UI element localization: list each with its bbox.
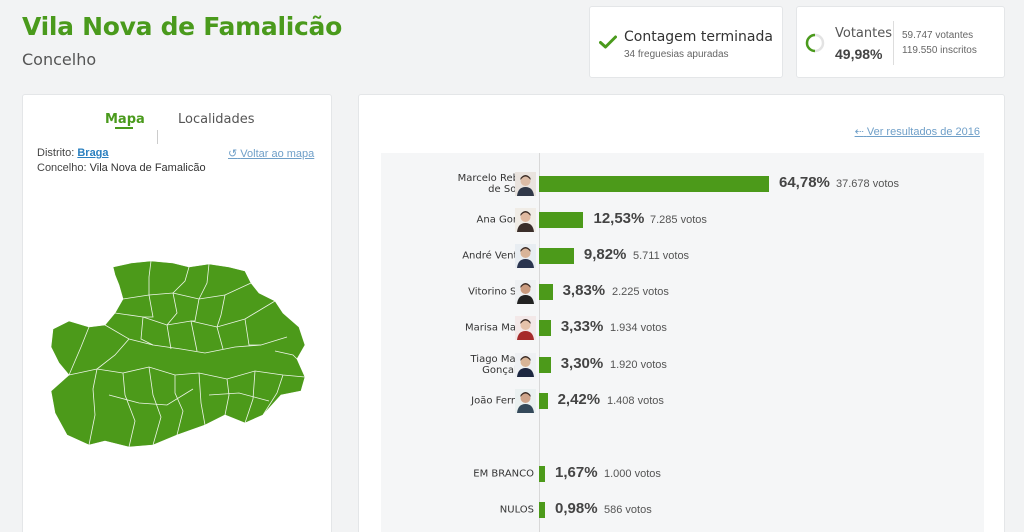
result-bar[interactable]: [539, 212, 584, 228]
back-to-map-link[interactable]: ↺ Voltar ao mapa: [228, 147, 314, 160]
result-votes: 37.678 votos: [836, 178, 899, 190]
avatar-andre-icon: [515, 244, 536, 268]
result-percent: 3,33%: [560, 318, 604, 335]
turnout-registered: 119.550 inscritos: [902, 45, 977, 56]
municipality-map[interactable]: [49, 255, 307, 447]
council-value: Vila Nova de Famalicão: [89, 162, 206, 174]
avatar-marisa-icon: [515, 316, 536, 340]
candidate-row: Vitorino Silva 3,83% 2.225 votos: [381, 278, 984, 306]
result-bar[interactable]: [539, 357, 551, 373]
council-line: Concelho: Vila Nova de Famalicão: [37, 162, 206, 174]
result-bar[interactable]: [539, 248, 574, 264]
candidate-name: Ana Gomes: [476, 214, 534, 226]
result-bar[interactable]: [539, 466, 545, 482]
turnout-card: Votantes 49,98% 59.747 votantes 119.550 …: [796, 6, 1005, 78]
undo-arrow-icon: ↺: [228, 148, 238, 160]
result-votes: 7.285 votos: [650, 214, 707, 226]
results-panel: ⇠ Ver resultados de 2016 Marcelo Rebelo …: [358, 94, 1005, 532]
avatar-joao-icon: [515, 389, 536, 413]
candidate-row: André Ventura 9,82% 5.711 votos: [381, 242, 984, 270]
candidate-row: Marcelo Rebelo de Sousa 64,78% 37.678 vot…: [381, 170, 984, 198]
candidate-name: EM BRANCO: [473, 468, 534, 480]
candidate-name: Vitorino Silva: [468, 286, 534, 298]
result-votes: 2.225 votos: [612, 286, 669, 298]
result-votes: 586 votos: [604, 504, 652, 516]
result-bar[interactable]: [539, 502, 545, 518]
page-subtitle: Concelho: [22, 50, 97, 69]
previous-results-link[interactable]: ⇠ Ver resultados de 2016: [855, 125, 980, 138]
previous-results-label: Ver resultados de 2016: [866, 126, 980, 138]
result-votes: 1.000 votos: [604, 468, 661, 480]
result-votes: 1.920 votos: [610, 359, 667, 371]
result-votes: 5.711 votos: [633, 250, 690, 262]
result-percent: 64,78%: [779, 174, 830, 191]
map-tabs: Mapa Localidades: [23, 112, 331, 144]
result-bar[interactable]: [539, 320, 551, 336]
count-status-detail: 34 freguesias apuradas: [624, 49, 729, 60]
tab-mapa[interactable]: Mapa: [105, 112, 145, 127]
candidate-row: Marisa Matias 3,33% 1.934 votos: [381, 314, 984, 342]
parish-borders: [68, 260, 306, 447]
candidate-name: Marcelo Rebelo de Sousa: [457, 173, 534, 195]
result-percent: 3,83%: [562, 282, 606, 299]
result-votes: 1.934 votos: [610, 322, 667, 334]
council-label: Concelho:: [37, 162, 87, 174]
other-votes-row: NULOS 0,98% 586 votos: [381, 496, 984, 524]
candidate-name: Marisa Matias: [465, 322, 534, 334]
turnout-label: Votantes: [835, 26, 893, 41]
map-region-shape[interactable]: [50, 260, 306, 447]
count-status-title: Contagem terminada: [624, 29, 773, 45]
turnout-voters: 59.747 votantes: [902, 30, 974, 41]
result-bar[interactable]: [539, 393, 548, 409]
map-panel: Mapa Localidades Distrito: Braga ↺ Volta…: [22, 94, 332, 532]
district-label: Distrito:: [37, 147, 75, 159]
turnout-percent: 49,98%: [835, 46, 883, 62]
candidate-name: João Ferreira: [471, 395, 534, 407]
arrow-left-icon: ⇠: [854, 126, 864, 138]
result-bar[interactable]: [539, 284, 553, 300]
candidate-name: NULOS: [499, 504, 534, 516]
result-percent: 3,30%: [560, 355, 604, 372]
candidate-row: João Ferreira 2,42% 1.408 votos: [381, 387, 984, 415]
results-chart-axis: [539, 153, 540, 532]
candidate-name: Tiago Mayan Gonçalves: [470, 354, 535, 376]
result-votes: 1.408 votos: [607, 395, 664, 407]
district-line: Distrito: Braga: [37, 147, 109, 159]
result-percent: 0,98%: [555, 500, 598, 517]
avatar-vitorino-icon: [515, 280, 536, 304]
result-percent: 12,53%: [593, 210, 645, 227]
result-percent: 2,42%: [557, 391, 601, 408]
avatar-tiago-icon: [515, 353, 536, 377]
back-to-map-label: Voltar ao mapa: [240, 148, 315, 160]
count-status-card: Contagem terminada 34 freguesias apurada…: [589, 6, 783, 78]
page-title: Vila Nova de Famalicão: [22, 12, 342, 41]
candidate-row: Tiago Mayan Gonçalves 3,30% 1.920 votos: [381, 351, 984, 379]
avatar-marcelo-icon: [515, 172, 536, 196]
result-percent: 1,67%: [555, 464, 598, 481]
result-percent: 9,82%: [583, 246, 627, 263]
turnout-progress-ring-icon: [805, 33, 825, 53]
candidate-row: Ana Gomes 12,53% 7.285 votos: [381, 206, 984, 234]
district-link[interactable]: Braga: [77, 147, 109, 159]
result-bar[interactable]: [539, 176, 769, 192]
tab-localidades[interactable]: Localidades: [178, 112, 255, 127]
other-votes-row: EM BRANCO 1,67% 1.000 votos: [381, 460, 984, 488]
results-chart-background: [381, 153, 984, 532]
candidate-name: André Ventura: [462, 250, 534, 262]
tab-separator: [157, 130, 158, 144]
active-tab-indicator: [115, 127, 133, 129]
checkmark-icon: [599, 35, 617, 49]
turnout-divider: [893, 21, 894, 65]
avatar-ana-icon: [515, 208, 536, 232]
